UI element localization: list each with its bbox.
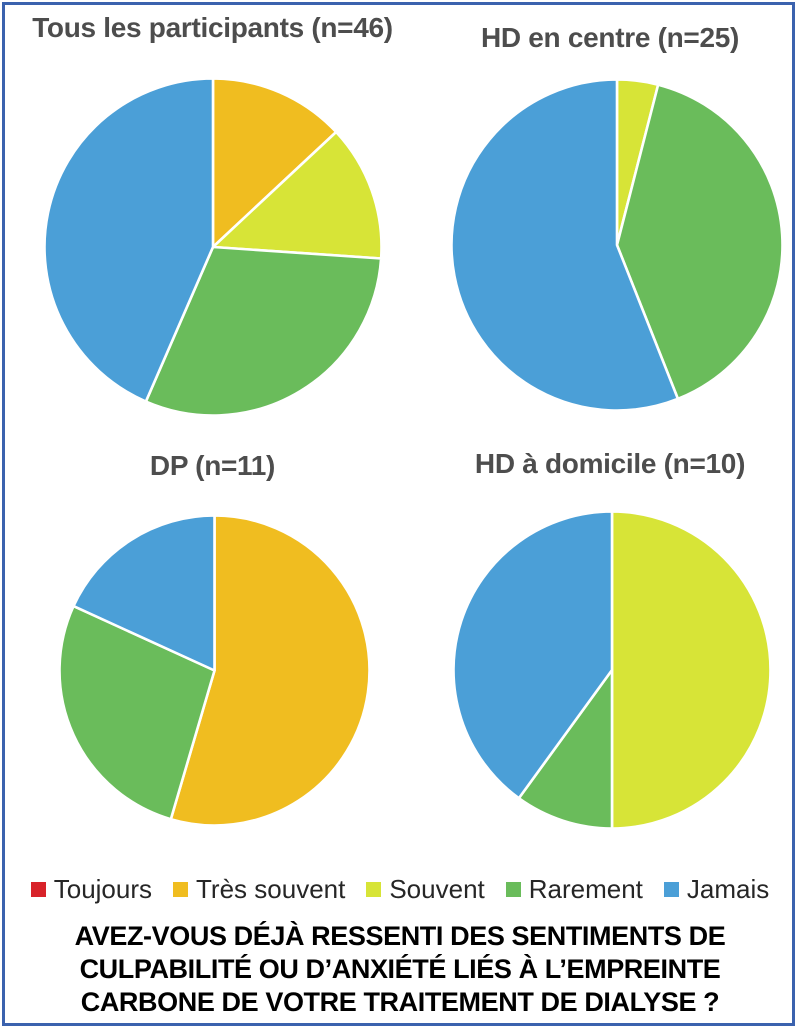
legend: Toujours Très souvent Souvent Rarement J…	[0, 874, 800, 905]
legend-item-tres-souvent: Très souvent	[173, 874, 345, 905]
pie-slice-souvent	[610, 510, 772, 830]
pie-slice-tres_souvent	[169, 514, 371, 827]
tres-souvent-swatch-icon	[173, 882, 189, 897]
caption-line: CULPABILITÉ OU D’ANXIÉTÉ LIÉS À L’EMPREI…	[79, 954, 721, 984]
souvent-swatch-icon	[366, 882, 382, 897]
pie-slice-souvent	[211, 130, 383, 260]
pie-chart-tous-les-participants	[43, 77, 383, 417]
legend-item-jamais: Jamais	[663, 874, 770, 905]
legend-label: Très souvent	[196, 874, 346, 904]
caption-line: AVEZ-VOUS DÉJÀ RESSENTI DES SENTIMENTS D…	[74, 921, 726, 951]
legend-item-souvent: Souvent	[366, 874, 485, 905]
survey-question-caption: AVEZ-VOUS DÉJÀ RESSENTI DES SENTIMENTS D…	[20, 920, 780, 1019]
pie-slice-jamais	[452, 510, 614, 800]
pie-title-hd-en-centre: HD en centre (n=25)	[480, 22, 740, 53]
pie-slice-rarement	[144, 245, 383, 417]
pie-slice-rarement	[58, 604, 216, 821]
toujours-swatch-icon	[30, 882, 46, 897]
legend-label: Jamais	[686, 874, 770, 904]
jamais-swatch-icon	[663, 882, 679, 897]
pie-slice-rarement	[615, 83, 784, 401]
pie-title-tous-les-participants: Tous les participants (n=46)	[32, 12, 393, 43]
pie-slice-jamais	[450, 78, 680, 412]
pie-slice-rarement	[517, 668, 614, 830]
pie-title-hd-a-domicile: HD à domicile (n=10)	[474, 448, 746, 479]
pie-slice-tres_souvent	[211, 77, 338, 249]
caption-line: CARBONE DE VOTRE TRAITEMENT DE DIALYSE ?	[80, 987, 720, 1017]
pie-chart-hd-en-centre	[450, 78, 784, 412]
pie-chart-hd-a-domicile	[452, 510, 772, 830]
legend-label: Souvent	[389, 874, 485, 904]
rarement-swatch-icon	[505, 882, 521, 897]
pie-title-dp: DP (n=11)	[149, 450, 276, 481]
legend-item-rarement: Rarement	[505, 874, 643, 905]
legend-label: Toujours	[53, 874, 153, 904]
pie-slice-jamais	[43, 77, 215, 403]
legend-item-toujours: Toujours	[30, 874, 153, 905]
legend-label: Rarement	[528, 874, 643, 904]
pie-chart-dp	[58, 514, 371, 827]
pie-slice-jamais	[72, 514, 216, 672]
